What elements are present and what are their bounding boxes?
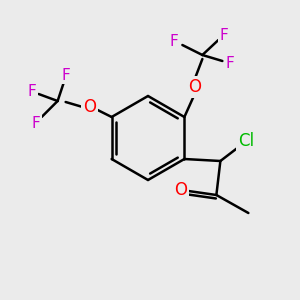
Text: F: F — [226, 56, 235, 70]
Text: O: O — [83, 98, 96, 116]
Text: Cl: Cl — [238, 132, 254, 150]
Text: F: F — [61, 68, 70, 82]
Text: F: F — [170, 34, 179, 49]
Text: F: F — [27, 83, 36, 98]
Text: O: O — [188, 78, 201, 96]
Text: O: O — [174, 181, 187, 199]
Text: F: F — [31, 116, 40, 130]
Text: F: F — [220, 28, 229, 43]
